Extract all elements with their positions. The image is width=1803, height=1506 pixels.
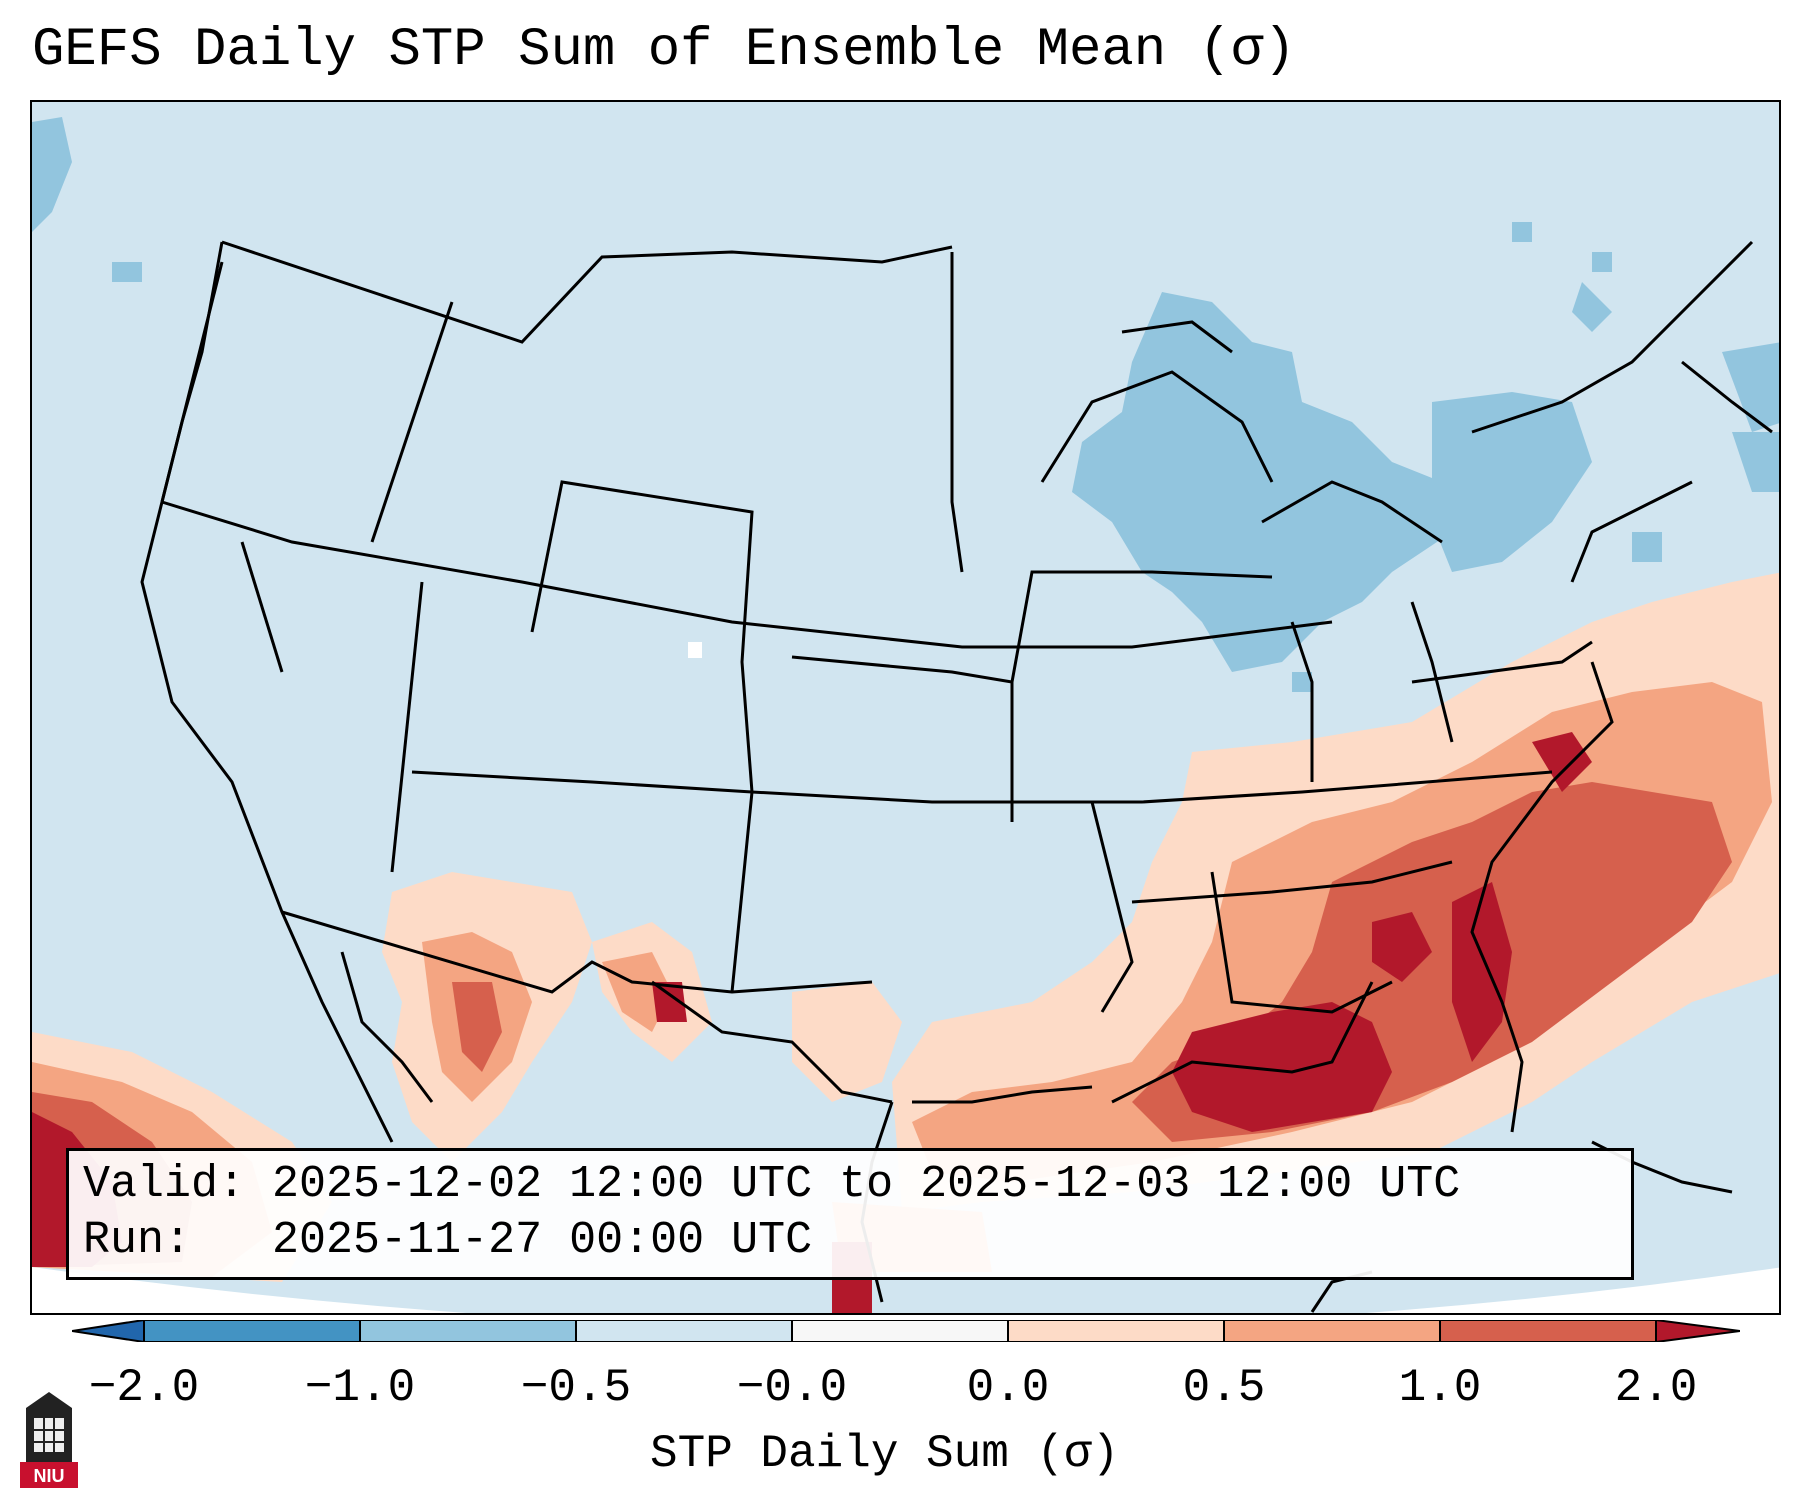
colorbar-tick-label: −2.0 [88,1362,200,1414]
colorbar-ticks [143,1320,1657,1342]
colorbar-tick-label: 2.0 [1614,1362,1698,1414]
missing-data-cell [688,642,702,658]
map-svg [32,102,1779,1313]
logo-text: NIU [34,1466,65,1486]
projection-edge [32,1267,1779,1313]
boundary-lines [140,240,1773,1313]
valid-value: 2025-12-02 12:00 UTC to 2025-12-03 12:00… [272,1159,1461,1210]
colorbar-bin-4 [792,1320,1008,1342]
run-value: 2025-11-27 00:00 UTC [272,1215,813,1266]
valid-run-info-box: Valid: 2025-12-02 12:00 UTC to 2025-12-0… [66,1148,1634,1280]
colorbar-tick-label: −1.0 [304,1362,416,1414]
colorbar-extend-low [72,1320,144,1342]
colorbar-bin-2 [360,1320,576,1342]
colorbar-bin-5 [1008,1320,1224,1342]
colorbar-bin-6 [1224,1320,1440,1342]
valid-label: Valid: [83,1159,246,1210]
colorbar-tick-label: 1.0 [1398,1362,1482,1414]
map-title: GEFS Daily STP Sum of Ensemble Mean (σ) [32,20,1296,81]
negative-anomaly-regions [32,117,1779,692]
colorbar-title: STP Daily Sum (σ) [650,1428,1120,1480]
colorbar [72,1320,1740,1342]
map-panel[interactable] [30,100,1781,1315]
colorbar-bin-7 [1440,1320,1656,1342]
colorbar-bin-1 [144,1320,360,1342]
niu-tower-logo-icon: NIU [20,1392,78,1488]
colorbar-tick-label: −0.0 [736,1362,848,1414]
run-label: Run: [83,1215,192,1266]
colorbar-extend-high [1656,1320,1740,1342]
colorbar-tick-label: −0.5 [520,1362,632,1414]
colorbar-tick-label: 0.0 [966,1362,1050,1414]
colorbar-tick-label: 0.5 [1182,1362,1266,1414]
colorbar-bin-3 [576,1320,792,1342]
